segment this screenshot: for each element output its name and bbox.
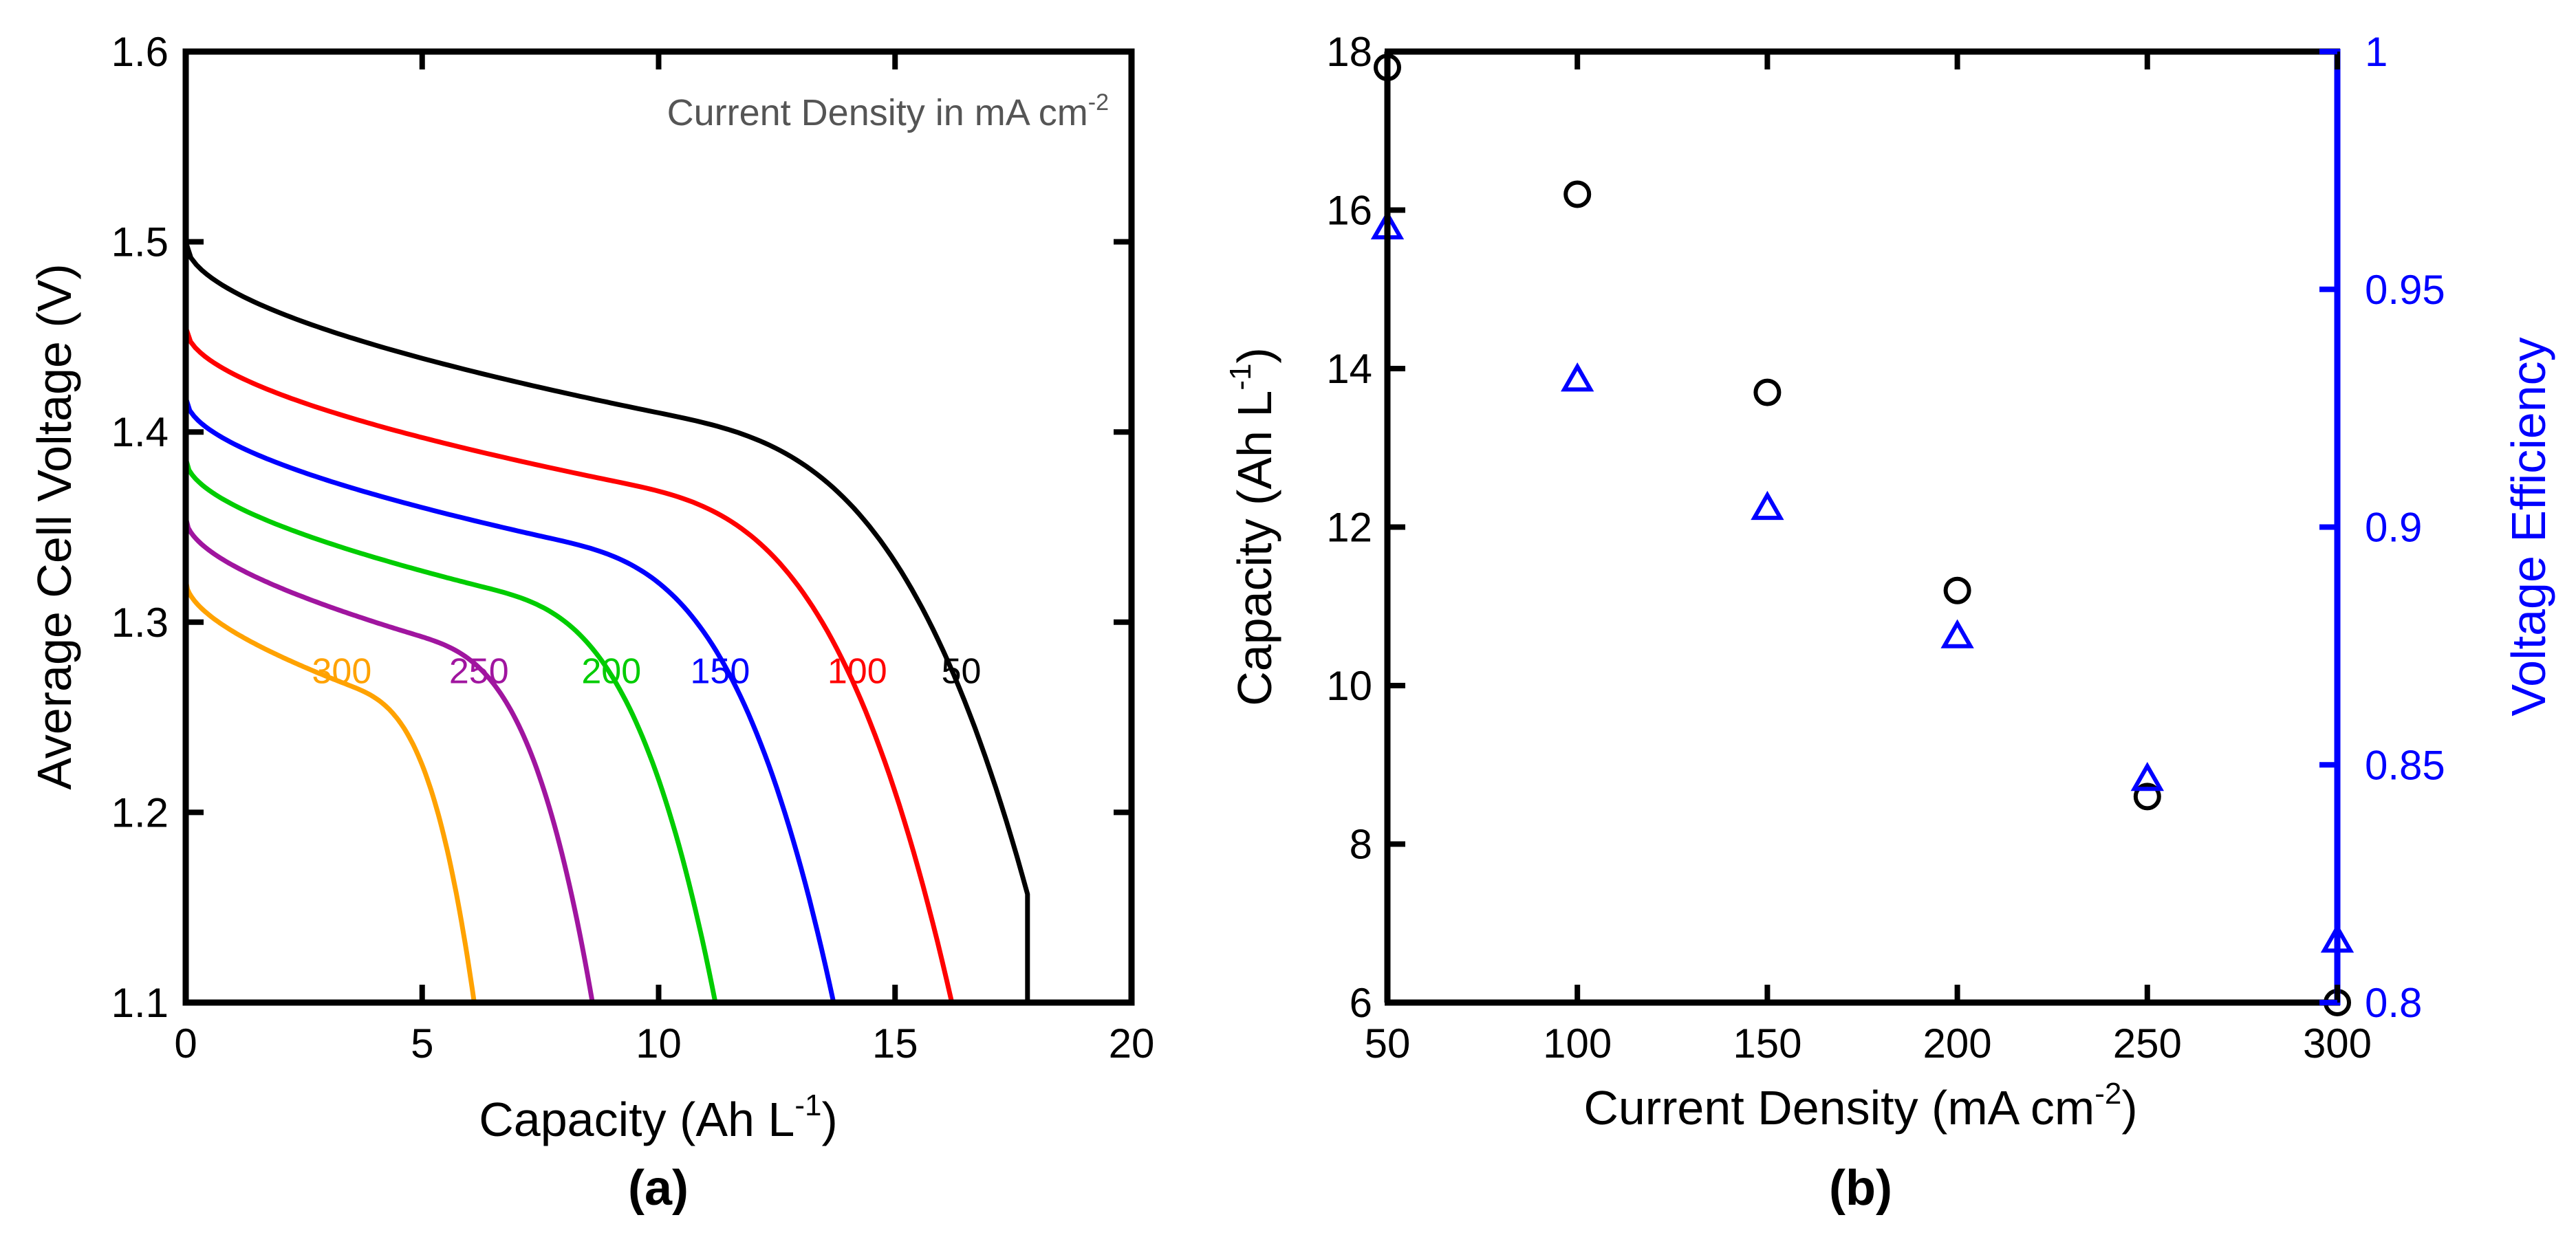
y-left-tick-label: 18 bbox=[1326, 29, 1372, 75]
efficiency-point bbox=[1751, 490, 1784, 521]
y-left-tick-label: 12 bbox=[1326, 505, 1372, 551]
curve-label-300: 300 bbox=[312, 651, 371, 691]
y-left-tick-label: 8 bbox=[1350, 822, 1372, 868]
x-tick-label: 10 bbox=[636, 1020, 682, 1067]
capacity-point bbox=[1753, 378, 1782, 406]
y-tick-label: 1.3 bbox=[111, 600, 169, 646]
y-right-tick-label: 0.85 bbox=[2365, 742, 2445, 788]
efficiency-markers bbox=[1370, 210, 2355, 953]
x-tick-label: 300 bbox=[2303, 1020, 2372, 1067]
x-tick-label: 100 bbox=[1543, 1020, 1612, 1067]
x-tick-label: 20 bbox=[1109, 1020, 1155, 1067]
plot-frame-a bbox=[182, 48, 1135, 1006]
y-right-tick-label: 0.95 bbox=[2365, 267, 2445, 313]
x-tick-labels-b: 50 100 150 200 250 300 bbox=[1365, 1020, 2372, 1067]
x-tick-label: 15 bbox=[872, 1020, 918, 1067]
y-axis-label-right-b: Voltage Efficiency bbox=[2502, 337, 2555, 716]
y-right-tick-labels: 0.8 0.85 0.9 0.95 1 bbox=[2365, 29, 2445, 1026]
y-right-tick-label: 0.9 bbox=[2365, 505, 2422, 551]
y-axis-label-a: Average Cell Voltage (V) bbox=[28, 263, 81, 789]
y-left-tick-label: 14 bbox=[1326, 346, 1372, 392]
x-tick-label: 5 bbox=[411, 1020, 433, 1067]
y-tick-label: 1.4 bbox=[111, 409, 169, 455]
x-tick-labels: 0 5 10 15 20 bbox=[174, 1020, 1154, 1067]
efficiency-point bbox=[1940, 619, 1974, 648]
panel-label-a: (a) bbox=[628, 1161, 689, 1216]
y-axis-label-left-b: Capacity (Ah L-1) bbox=[1224, 347, 1281, 706]
capacity-point bbox=[2133, 783, 2161, 811]
y-tick-label: 1.1 bbox=[111, 980, 169, 1026]
ticks-group bbox=[183, 49, 1134, 1005]
curve-200 bbox=[183, 457, 718, 1003]
curve-100 bbox=[183, 326, 955, 1003]
capacity-markers bbox=[1374, 54, 2351, 1016]
efficiency-point bbox=[1561, 362, 1594, 392]
efficiency-point bbox=[2130, 761, 2164, 791]
curve-label-150: 150 bbox=[690, 651, 750, 691]
y-right-tick-label: 1 bbox=[2365, 29, 2388, 75]
curve-300 bbox=[183, 580, 477, 1003]
panel-label-b: (b) bbox=[1829, 1161, 1892, 1216]
curve-labels-group: 50 100 150 200 250 300 bbox=[312, 651, 981, 691]
x-tick-label: 0 bbox=[174, 1020, 197, 1067]
y-tick-label: 1.2 bbox=[111, 789, 169, 835]
capacity-point bbox=[1563, 180, 1592, 208]
curve-label-200: 200 bbox=[581, 651, 641, 691]
x-axis-label-b: Current Density (mA cm-2) bbox=[1583, 1077, 2137, 1135]
x-tick-label: 50 bbox=[1365, 1020, 1411, 1067]
annotation-current-density: Current Density in mA cm-2 bbox=[667, 89, 1109, 133]
curve-250 bbox=[183, 516, 595, 1003]
curves-group bbox=[183, 241, 1030, 1003]
y-left-tick-labels: 6 8 10 12 14 16 18 bbox=[1326, 29, 1372, 1026]
capacity-point bbox=[1943, 576, 1971, 604]
curve-label-50: 50 bbox=[942, 651, 982, 691]
y-left-tick-label: 6 bbox=[1350, 980, 1372, 1026]
ticks-group-b bbox=[1385, 49, 2340, 1005]
curve-50 bbox=[183, 241, 1030, 1003]
y-tick-label: 1.6 bbox=[111, 29, 169, 75]
curve-150 bbox=[183, 397, 836, 1003]
x-tick-label: 150 bbox=[1733, 1020, 1801, 1067]
y-right-tick-label: 0.8 bbox=[2365, 980, 2422, 1026]
y-left-tick-label: 10 bbox=[1326, 663, 1372, 709]
y-tick-labels: 1.1 1.2 1.3 1.4 1.5 1.6 bbox=[111, 29, 169, 1026]
curve-label-250: 250 bbox=[449, 651, 509, 691]
curve-label-100: 100 bbox=[827, 651, 887, 691]
x-tick-label: 200 bbox=[1923, 1020, 1992, 1067]
x-axis-label-a: Capacity (Ah L-1) bbox=[479, 1089, 838, 1146]
y-left-tick-label: 16 bbox=[1326, 188, 1372, 234]
y-tick-label: 1.5 bbox=[111, 219, 169, 265]
x-tick-label: 250 bbox=[2113, 1020, 2182, 1067]
